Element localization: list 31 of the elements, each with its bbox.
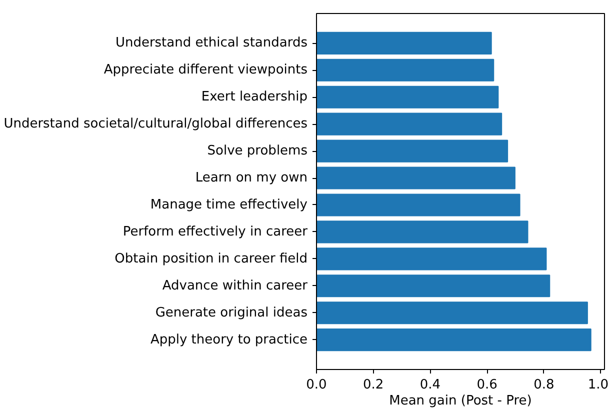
y-tick-label: Learn on my own	[195, 170, 308, 186]
y-tick-label: Understand societal/cultural/global differences	[4, 116, 308, 132]
bar	[316, 248, 547, 270]
y-tick-label: Apply theory to practice	[150, 332, 308, 348]
bar	[316, 140, 508, 162]
y-tick-label: Manage time effectively	[150, 197, 308, 212]
bar	[316, 274, 550, 298]
bar	[316, 58, 494, 82]
bar	[316, 86, 499, 108]
x-tick-label: 0.0	[306, 378, 327, 392]
x-tick-label: 0.4	[420, 378, 441, 392]
bar	[316, 32, 492, 54]
y-tick-label: Perform effectively in career	[122, 224, 308, 240]
y-tick-label: Obtain position in career field	[114, 251, 308, 266]
x-tick-label: 0.2	[363, 378, 384, 392]
bar	[316, 166, 516, 190]
bar	[316, 112, 502, 136]
bar	[316, 220, 528, 244]
x-tick-label: 0.6	[476, 378, 498, 392]
y-tick-label: Exert leadership	[201, 90, 308, 105]
y-tick-label: Understand ethical standards	[115, 36, 308, 51]
y-tick-label: Solve problems	[207, 144, 308, 159]
y-tick-label: Appreciate different viewpoints	[104, 62, 308, 78]
bar	[316, 328, 592, 352]
bar	[316, 194, 520, 216]
y-tick-label: Generate original ideas	[155, 305, 308, 320]
x-tick-label: 0.8	[534, 378, 554, 392]
bar	[316, 302, 588, 324]
x-tick-label: 1.0	[588, 378, 608, 392]
y-tick-label: Advance within career	[162, 278, 308, 294]
x-axis-title: Mean gain (Post - Pre)	[389, 394, 532, 408]
